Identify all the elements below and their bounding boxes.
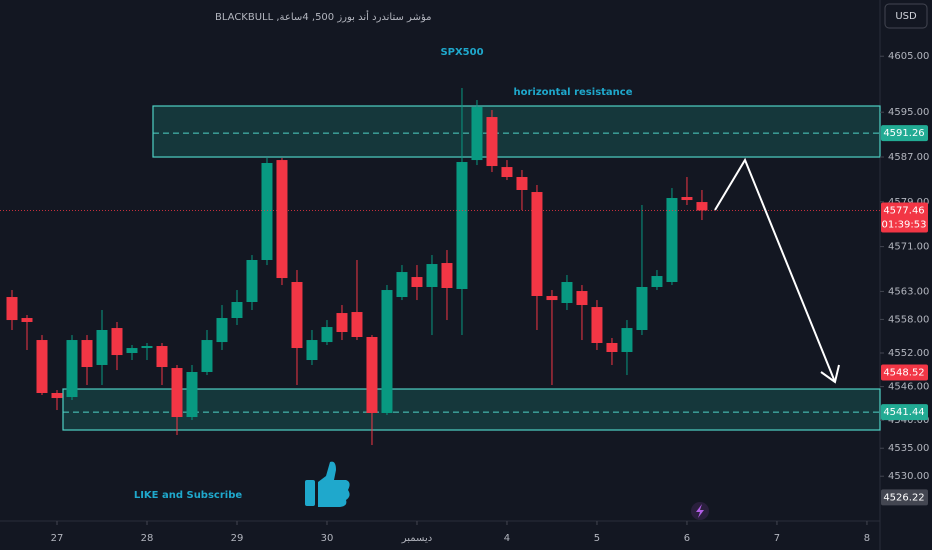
candle-body [261,163,273,260]
x-tick-label: 29 [231,533,244,544]
y-tick-label: 4605.00 [888,51,929,62]
price-badge [881,404,928,421]
candle-body [246,260,258,302]
arrow-head [820,364,840,384]
candle-body [351,312,363,337]
y-tick-label: 4546.00 [888,382,929,393]
header: مؤشر ستاندرد أند بورز 500, 4ساعة, BLACKB… [215,10,431,23]
candle-body [456,162,468,290]
arrow [714,157,836,383]
candle-body [591,307,603,343]
y-tick-label: 4579.00 [888,197,929,208]
price-badge [881,364,928,381]
y-tick-label: 4530.00 [888,471,929,482]
candle-body [396,272,408,298]
plot [0,88,881,446]
price-badge [881,125,928,142]
zone [152,105,881,158]
zone [62,388,881,431]
x-tick-label: 7 [774,533,780,544]
y-tick-label: 4563.00 [888,286,929,297]
candle-body [126,348,138,354]
countdown: 01:39:53 [882,219,927,230]
candle-body [186,371,198,418]
y-tick-label: 4571.00 [888,242,929,253]
currency[interactable]: USD [895,11,917,22]
candle-body [276,160,288,279]
y-tick-label: 4535.00 [888,443,929,454]
candle-body [546,296,558,301]
candle-body [681,197,693,201]
candle-body [651,276,663,287]
price-badge [881,489,928,506]
candle-body [561,282,573,304]
candle-body [66,340,78,398]
candle-body [636,286,648,330]
event-icon-bolt [696,504,704,518]
x-tick-label: 28 [141,533,154,544]
candle-body [321,327,333,343]
price-badge-label: 4577.46 [883,205,924,216]
thumbs-up-icon [305,461,350,507]
candle-body [81,340,93,368]
annotation: horizontal resistance [514,87,633,98]
currency-button[interactable] [884,3,928,29]
candle-body [231,301,243,319]
annotation: LIKE and Subscribe [134,490,243,501]
candle-body [51,392,63,399]
candle-body [666,198,678,283]
candle-body [216,318,228,343]
price-badge-label: 4591.26 [883,128,924,139]
price-badge-label: 4548.52 [883,368,924,379]
y-tick-label: 4595.00 [888,107,929,118]
candle-body [606,342,618,353]
candle-body [36,340,48,393]
price-badge [881,202,928,233]
x-tick-label: 5 [594,533,600,544]
candle-body [426,264,438,287]
candle-body [291,282,303,349]
price-badge-label: 4526.22 [883,492,924,503]
y-tick-label: 4540.00 [888,415,929,426]
x-tick-label: 6 [684,533,690,544]
candle-body [471,107,483,161]
candle-body [96,329,108,365]
candle-body [486,117,498,167]
candle-body [306,340,318,361]
candle-body [21,318,33,322]
candle-body [441,263,453,288]
candle-body [516,177,528,191]
x-tick-label: 27 [51,533,64,544]
price-badge-label: 4541.44 [883,407,924,418]
candle-body [6,297,18,321]
candle-body [336,313,348,333]
candle-body [111,328,123,356]
candle-body [696,202,708,211]
candle-body [381,290,393,413]
candle-body [621,328,633,353]
candle-body [576,291,588,306]
x-tick-label: ديسمبر [401,533,432,544]
y-tick-label: 4558.00 [888,314,929,325]
candle-body [156,346,168,368]
candle-body [531,192,543,297]
candle-body [141,346,153,349]
candle-body [411,277,423,287]
chart-title: SPX500 [440,47,483,58]
candle-body [171,368,183,418]
x-tick-label: 30 [321,533,334,544]
candle-body [501,167,513,178]
x-tick-label: 8 [864,533,870,544]
y-tick-label: 4587.00 [888,152,929,163]
x-tick-label: 4 [504,533,510,544]
candle-body [201,340,213,372]
candle-body [366,336,378,413]
y-tick-label: 4552.00 [888,348,929,359]
